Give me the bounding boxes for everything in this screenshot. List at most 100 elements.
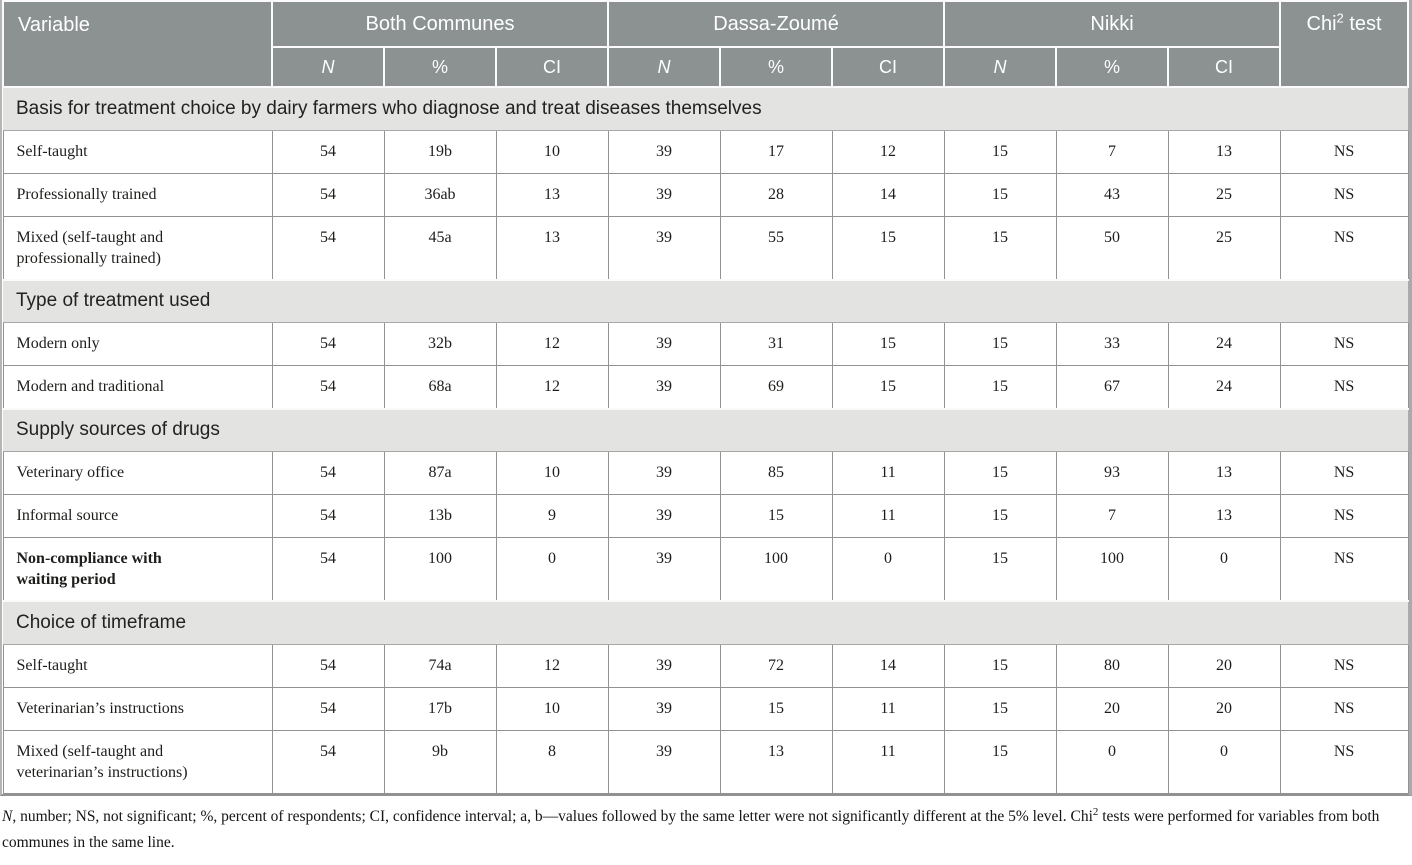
table-cell: 20	[1167, 643, 1281, 688]
chi2-superscript: 2	[1336, 10, 1344, 26]
table-cell: 24	[1167, 322, 1281, 366]
table-cell: 54	[271, 494, 385, 538]
table-cell: 39	[607, 129, 721, 174]
table-header: Variable Both Communes Dassa-Zoumé Nikki…	[2, 0, 1410, 88]
subheader-dassa-ci: CI	[831, 46, 946, 88]
chi2-base: Chi	[1306, 13, 1337, 35]
table-cell: 54	[271, 729, 385, 794]
table-cell: 9b	[383, 729, 497, 794]
table-cell: 12	[495, 643, 609, 688]
table-cell: 10	[495, 451, 609, 495]
table-cell: 54	[271, 129, 385, 174]
table-cell: 39	[607, 215, 721, 280]
table-cell: 87a	[383, 451, 497, 495]
table-cell: 11	[831, 686, 945, 731]
subheader-both-ci: CI	[494, 46, 610, 88]
table-row: Mixed (self-taught and professionally tr…	[2, 215, 1409, 280]
table-row: Professionally trained 54 36ab 13 39 28 14 15 43…	[2, 172, 1409, 217]
table-cell: 69	[719, 365, 833, 409]
table-cell: 15	[943, 494, 1057, 538]
column-group-both-communes: Both Communes	[270, 0, 610, 48]
section-header-row: Supply sources of drugs	[3, 407, 1409, 452]
table-cell: 39	[607, 172, 721, 217]
subheader-nikki-n: N	[943, 46, 1058, 88]
table-cell: 93	[1055, 451, 1169, 495]
table-row: Modern only 54 32b 12 39 31 15 15 33 24 NS	[2, 322, 1409, 366]
table-cell: 13	[1167, 494, 1281, 538]
section-title: Basis for treatment choice by dairy farm…	[3, 86, 1409, 131]
table-cell: 28	[719, 172, 833, 217]
table-cell: 54	[271, 172, 385, 217]
column-group-nikki: Nikki	[943, 0, 1282, 48]
table-row: Modern and traditional 54 68a 12 39 69 15 15 67 2…	[2, 365, 1409, 409]
table-cell: 25	[1167, 172, 1281, 217]
footnote-text-2: tests were performed for variables from …	[2, 807, 1380, 851]
table-row: Veterinary office 54 87a 10 39 85 11 15 93 13 NS	[2, 451, 1409, 495]
table-cell: 13	[719, 729, 833, 794]
table-cell: 15	[943, 322, 1057, 366]
section-header-row: Basis for treatment choice by dairy farm…	[3, 86, 1409, 131]
table-cell: 9	[495, 494, 609, 538]
table-cell: 54	[271, 451, 385, 495]
table-cell: NS	[1279, 451, 1409, 495]
table-cell: 13	[1167, 451, 1281, 495]
table-cell: 8	[495, 729, 609, 794]
table-cell: 15	[943, 172, 1057, 217]
row-label: Mixed (self-taught and professionally tr…	[2, 215, 273, 280]
results-table-container: Variable Both Communes Dassa-Zoumé Nikki…	[0, 0, 1412, 796]
table-cell: 54	[271, 643, 385, 688]
results-table: Variable Both Communes Dassa-Zoumé Nikki…	[2, 0, 1410, 794]
table-cell: 15	[943, 643, 1057, 688]
table-row: Mixed (self-taught and veterinarian’s in…	[2, 729, 1409, 794]
table-cell: 45a	[383, 215, 497, 280]
chi2-rest: test	[1343, 13, 1382, 35]
table-cell: 74a	[383, 643, 497, 688]
table-cell: NS	[1279, 172, 1409, 217]
table-cell: NS	[1279, 215, 1409, 280]
table-cell: 72	[719, 643, 833, 688]
row-label: Professionally trained	[2, 172, 273, 217]
subheader-dassa-pct: %	[719, 46, 834, 88]
table-cell: 19b	[383, 129, 497, 174]
footnote-text-1: , number; NS, not significant; %, percen…	[12, 807, 1093, 825]
row-label: Informal source	[2, 494, 273, 538]
table-cell: 25	[1167, 215, 1281, 280]
row-label: Mixed (self-taught and veterinarian’s in…	[2, 729, 273, 794]
row-label: Non-compliance with waiting period	[2, 537, 273, 602]
table-cell: 54	[271, 215, 385, 280]
table-cell: 67	[1055, 365, 1169, 409]
table-cell: 15	[943, 365, 1057, 409]
table-cell: 13	[495, 172, 609, 217]
row-label: Veterinary office	[2, 451, 273, 495]
table-cell: 54	[271, 365, 385, 409]
table-cell: NS	[1279, 365, 1409, 409]
table-cell: 17	[719, 129, 833, 174]
table-cell: 14	[831, 643, 945, 688]
table-cell: 12	[831, 129, 945, 174]
header-group-row: Variable Both Communes Dassa-Zoumé Nikki…	[2, 0, 1410, 88]
table-cell: 14	[831, 172, 945, 217]
table-cell: 39	[607, 494, 721, 538]
table-cell: 11	[831, 729, 945, 794]
table-cell: 17b	[383, 686, 497, 731]
table-cell: 15	[831, 215, 945, 280]
table-cell: 85	[719, 451, 833, 495]
table-cell: 13	[1167, 129, 1281, 174]
table-cell: NS	[1279, 537, 1409, 602]
table-footnote: N, number; NS, not significant; %, perce…	[2, 804, 1410, 856]
table-cell: 39	[607, 322, 721, 366]
table-cell: 36ab	[383, 172, 497, 217]
table-cell: 15	[831, 365, 945, 409]
table-cell: 20	[1055, 686, 1169, 731]
footnote-n-abbrev: N	[2, 807, 13, 825]
subheader-both-pct: %	[383, 46, 497, 88]
table-cell: NS	[1279, 129, 1409, 174]
table-cell: 11	[831, 494, 945, 538]
table-cell: 15	[831, 322, 945, 366]
table-cell: 54	[271, 686, 385, 731]
table-cell: 39	[607, 643, 721, 688]
table-cell: 54	[271, 322, 385, 366]
table-cell: 39	[607, 451, 721, 495]
table-row: Self-taught 54 19b 10 39 17 12 15 7 13 NS	[2, 129, 1409, 174]
table-cell: 12	[495, 365, 609, 409]
